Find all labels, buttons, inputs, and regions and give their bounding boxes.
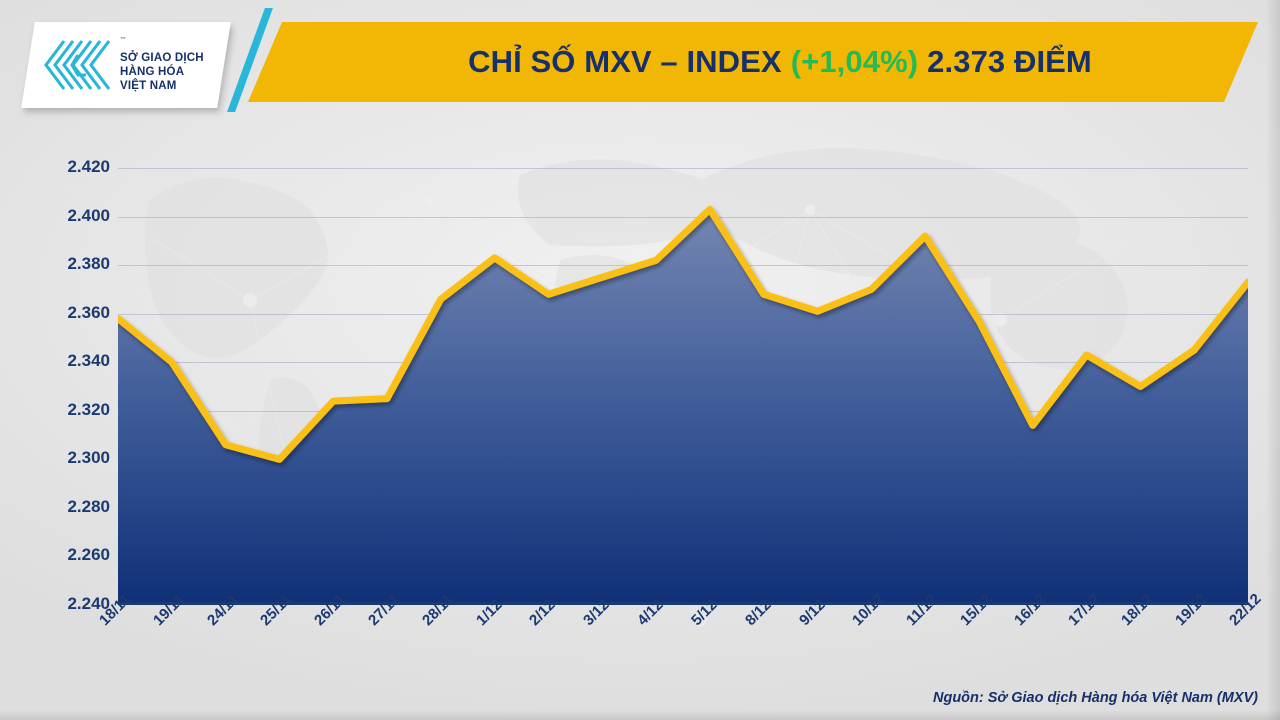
y-axis-tick-label: 2.360 [67,302,110,322]
title-index-value: 2.373 ĐIỂM [927,44,1092,79]
index-line-series [118,205,1248,605]
y-axis-tick-label: 2.420 [67,157,110,176]
bottom-edge-shadow [0,710,1280,720]
y-axis-tick-label: 2.340 [67,351,110,371]
source-note: Nguồn: Sở Giao dịch Hàng hóa Việt Nam (M… [933,690,1258,706]
x-axis [118,602,1248,605]
page-title: CHỈ SỐ MXV – INDEX (+1,04%) 2.373 ĐIỂM [300,22,1260,102]
y-axis-tick-label: 2.400 [67,205,110,225]
logo-text: ™ SỞ GIAO DỊCH HÀNG HÓA VIỆT NAM [120,36,204,94]
gridline [118,168,1248,169]
y-axis-tick-label: 2.380 [67,254,110,274]
logo: ™ SỞ GIAO DỊCH HÀNG HÓA VIỆT NAM [28,22,224,108]
y-axis-tick-label: 2.320 [67,399,110,419]
trademark-symbol: ™ [120,37,127,44]
logo-line-1: SỞ GIAO DỊCH [120,51,204,64]
logo-line-2: HÀNG HÓA [120,66,185,78]
index-line [118,205,1248,463]
y-axis-tick-label: 2.260 [67,545,110,565]
area-fill [118,209,1248,605]
header-banner [248,22,1258,102]
gridline [118,216,1248,218]
y-axis-tick-label: 2.300 [67,448,110,468]
plot-region [118,168,1248,605]
title-main: CHỈ SỐ MXV – INDEX [468,44,782,79]
y-axis-tick-label: 2.240 [67,594,110,613]
title-change-percent: (+1,04%) [790,44,919,79]
y-axis-tick-label: 2.280 [67,496,110,516]
chart-area: 2.420 2.400 2.380 2.360 2.340 2.320 2.300 2.280… [0,120,1280,680]
mxv-logo-icon [44,40,111,90]
logo-line-3: VIỆT NAM [120,80,177,93]
